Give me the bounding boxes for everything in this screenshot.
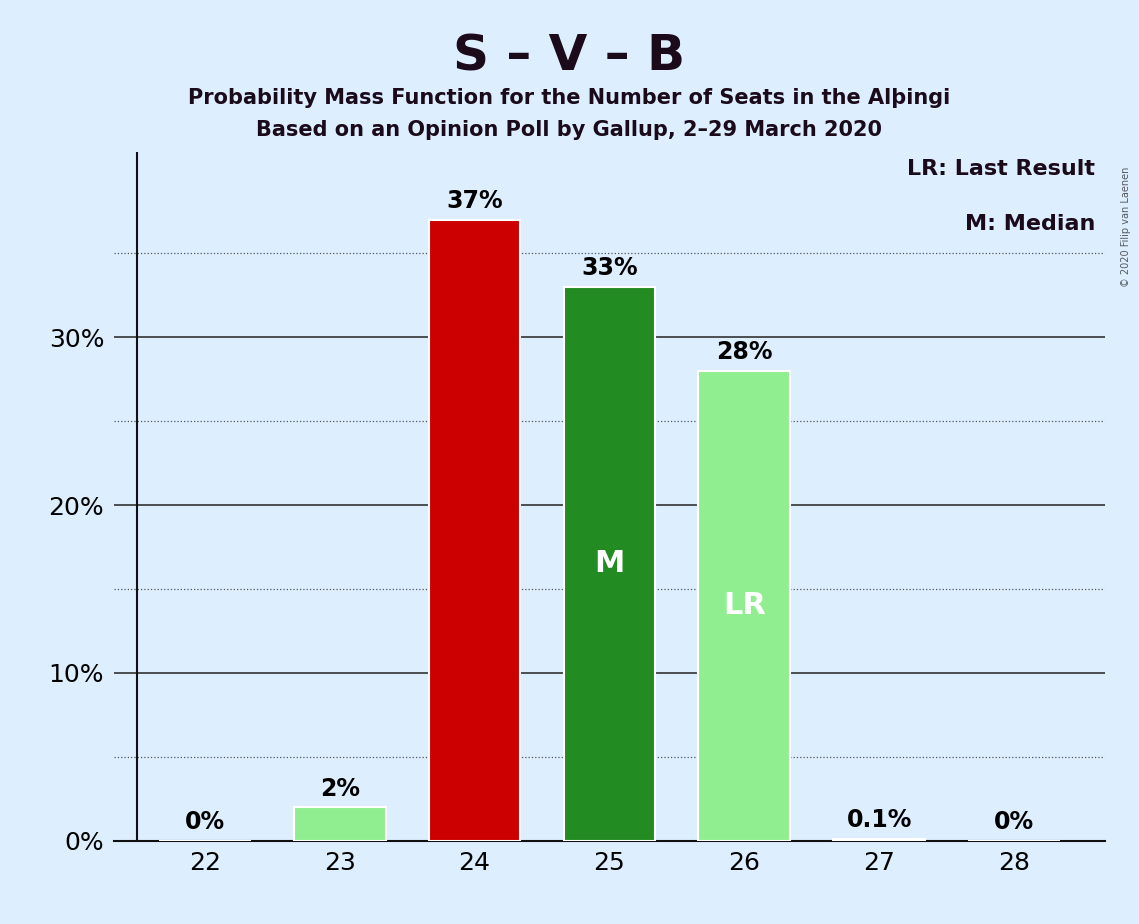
Text: LR: Last Result: LR: Last Result: [907, 159, 1095, 179]
Text: M: Median: M: Median: [965, 214, 1095, 235]
Text: 33%: 33%: [581, 256, 638, 280]
Text: 0%: 0%: [994, 810, 1034, 834]
Bar: [428, 220, 521, 841]
Bar: [834, 839, 925, 841]
Bar: [564, 286, 655, 841]
Text: Based on an Opinion Poll by Gallup, 2–29 March 2020: Based on an Opinion Poll by Gallup, 2–29…: [256, 120, 883, 140]
Text: 37%: 37%: [446, 188, 502, 213]
Text: 2%: 2%: [320, 776, 360, 800]
Text: LR: LR: [723, 591, 765, 620]
Text: 0%: 0%: [185, 810, 224, 834]
Text: M: M: [595, 549, 624, 578]
Bar: [698, 371, 790, 841]
Text: 0.1%: 0.1%: [846, 808, 911, 833]
Text: 28%: 28%: [716, 340, 772, 364]
Text: © 2020 Filip van Laenen: © 2020 Filip van Laenen: [1121, 166, 1131, 286]
Bar: [294, 808, 385, 841]
Text: Probability Mass Function for the Number of Seats in the Alþingi: Probability Mass Function for the Number…: [188, 88, 951, 108]
Text: S – V – B: S – V – B: [453, 32, 686, 80]
